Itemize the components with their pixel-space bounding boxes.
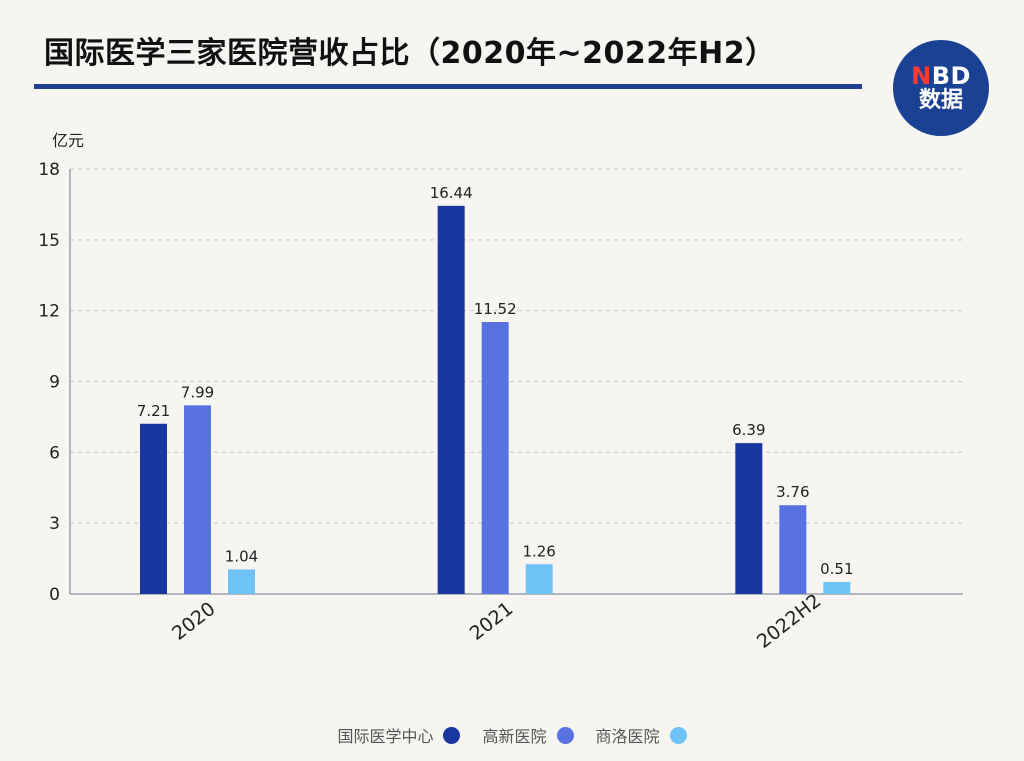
legend-swatch [443,726,461,744]
y-tick-label: 12 [38,302,60,322]
legend: 国际医学中心 高新医院 商洛医院 [0,723,1024,747]
data-label: 3.76 [776,483,809,501]
bar [140,423,167,594]
data-label: 11.52 [474,300,517,318]
bar [481,322,509,594]
legend-item: 国际医学中心 [337,723,461,747]
x-tick-label: 2020 [168,598,220,645]
data-label: 0.51 [820,560,853,578]
bar [779,505,807,594]
chart-title: 国际医学三家医院营收占比（2020年~2022年H2） [44,36,776,71]
y-tick-label: 9 [49,373,60,393]
y-axis-label: 亿元 [52,131,84,150]
data-label: 6.39 [732,421,765,439]
legend-swatch [669,726,687,744]
legend-item: 高新医院 [482,723,574,747]
y-tick-label: 0 [49,585,60,605]
data-label: 7.99 [181,383,214,401]
legend-label: 高新医院 [482,727,547,746]
data-label: 7.21 [137,402,170,420]
x-tick-label: 2022H2 [753,590,825,653]
legend-item: 商洛医院 [596,723,687,747]
bar [437,205,465,595]
data-label: 1.04 [225,547,258,565]
legend-label: 商洛医院 [595,727,660,746]
bar [525,564,553,594]
y-tick-label: 18 [38,160,60,180]
data-label: 16.44 [430,184,473,202]
bar [735,443,763,594]
title-underline [34,84,862,89]
bar [228,569,255,594]
legend-swatch [556,726,574,744]
data-label: 1.26 [522,542,555,560]
nbd-logo: NBD 数据 [893,40,989,136]
x-tick-label: 2021 [466,598,518,645]
bar [823,581,851,594]
y-tick-label: 3 [49,514,60,534]
y-tick-label: 15 [38,231,60,251]
bar [184,405,211,594]
legend-label: 国际医学中心 [337,727,434,746]
y-tick-label: 6 [49,443,60,463]
